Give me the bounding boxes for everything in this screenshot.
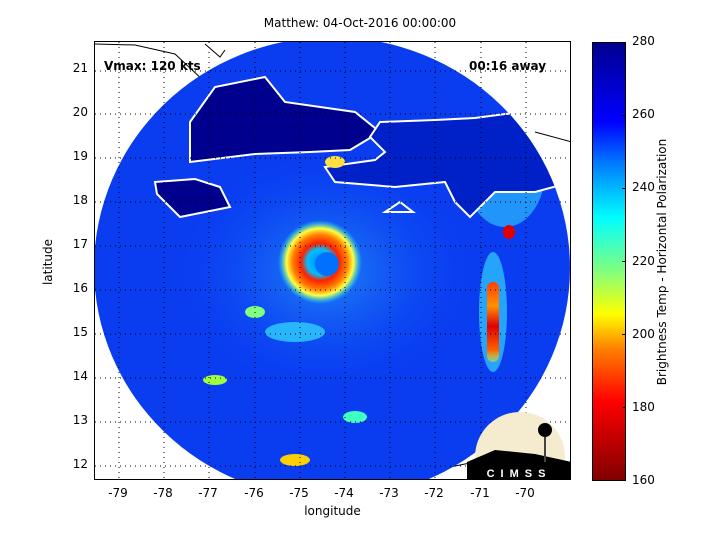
- x-tick: -74: [334, 486, 354, 500]
- colorbar-tick-mark: [622, 188, 626, 189]
- x-tick: -73: [379, 486, 399, 500]
- x-tick: -72: [424, 486, 444, 500]
- x-tick: -77: [198, 486, 218, 500]
- colorbar: [592, 42, 626, 481]
- time-offset-annotation: 00:16 away: [469, 59, 547, 73]
- chart-title: Matthew: 04-Oct-2016 00:00:00: [263, 16, 457, 30]
- colorbar-tick-mark: [622, 334, 626, 335]
- colorbar-tick: 220: [632, 254, 655, 268]
- x-tick: -75: [289, 486, 309, 500]
- colorbar-tick: 200: [632, 327, 655, 341]
- colorbar-tick-mark: [622, 261, 626, 262]
- colorbar-label: Brightness Temp - Horizontal Polarizatio…: [655, 138, 669, 386]
- y-tick: 15: [72, 325, 88, 339]
- plot-area: CIMSS Vmax: 120 kts 00:16 away: [94, 41, 571, 480]
- y-tick: 13: [72, 413, 88, 427]
- y-tick: 19: [72, 149, 88, 163]
- x-tick: -71: [470, 486, 490, 500]
- y-tick: 16: [72, 281, 88, 295]
- colorbar-tick: 240: [632, 180, 655, 194]
- y-tick: 17: [72, 237, 88, 251]
- colorbar-tick: 280: [632, 34, 655, 48]
- x-axis-label: longitude: [304, 504, 361, 518]
- svg-text:CIMSS: CIMSS: [487, 468, 552, 480]
- colorbar-tick-mark: [622, 115, 626, 116]
- y-tick: 20: [72, 105, 88, 119]
- y-tick: 21: [72, 61, 88, 75]
- colorbar-tick: 180: [632, 400, 655, 414]
- colorbar-tick: 260: [632, 107, 655, 121]
- brightness-temp-map: CIMSS: [95, 42, 570, 480]
- y-tick: 12: [72, 457, 88, 471]
- x-tick: -79: [108, 486, 128, 500]
- vmax-annotation: Vmax: 120 kts: [104, 59, 201, 73]
- y-tick: 14: [72, 369, 88, 383]
- cimss-logo: CIMSS: [467, 412, 570, 480]
- x-tick: -76: [244, 486, 264, 500]
- colorbar-tick: 160: [632, 473, 655, 487]
- x-tick: -70: [515, 486, 535, 500]
- y-tick: 18: [72, 193, 88, 207]
- y-axis-label: latitude: [41, 238, 55, 286]
- x-tick: -78: [153, 486, 173, 500]
- colorbar-tick-mark: [622, 407, 626, 408]
